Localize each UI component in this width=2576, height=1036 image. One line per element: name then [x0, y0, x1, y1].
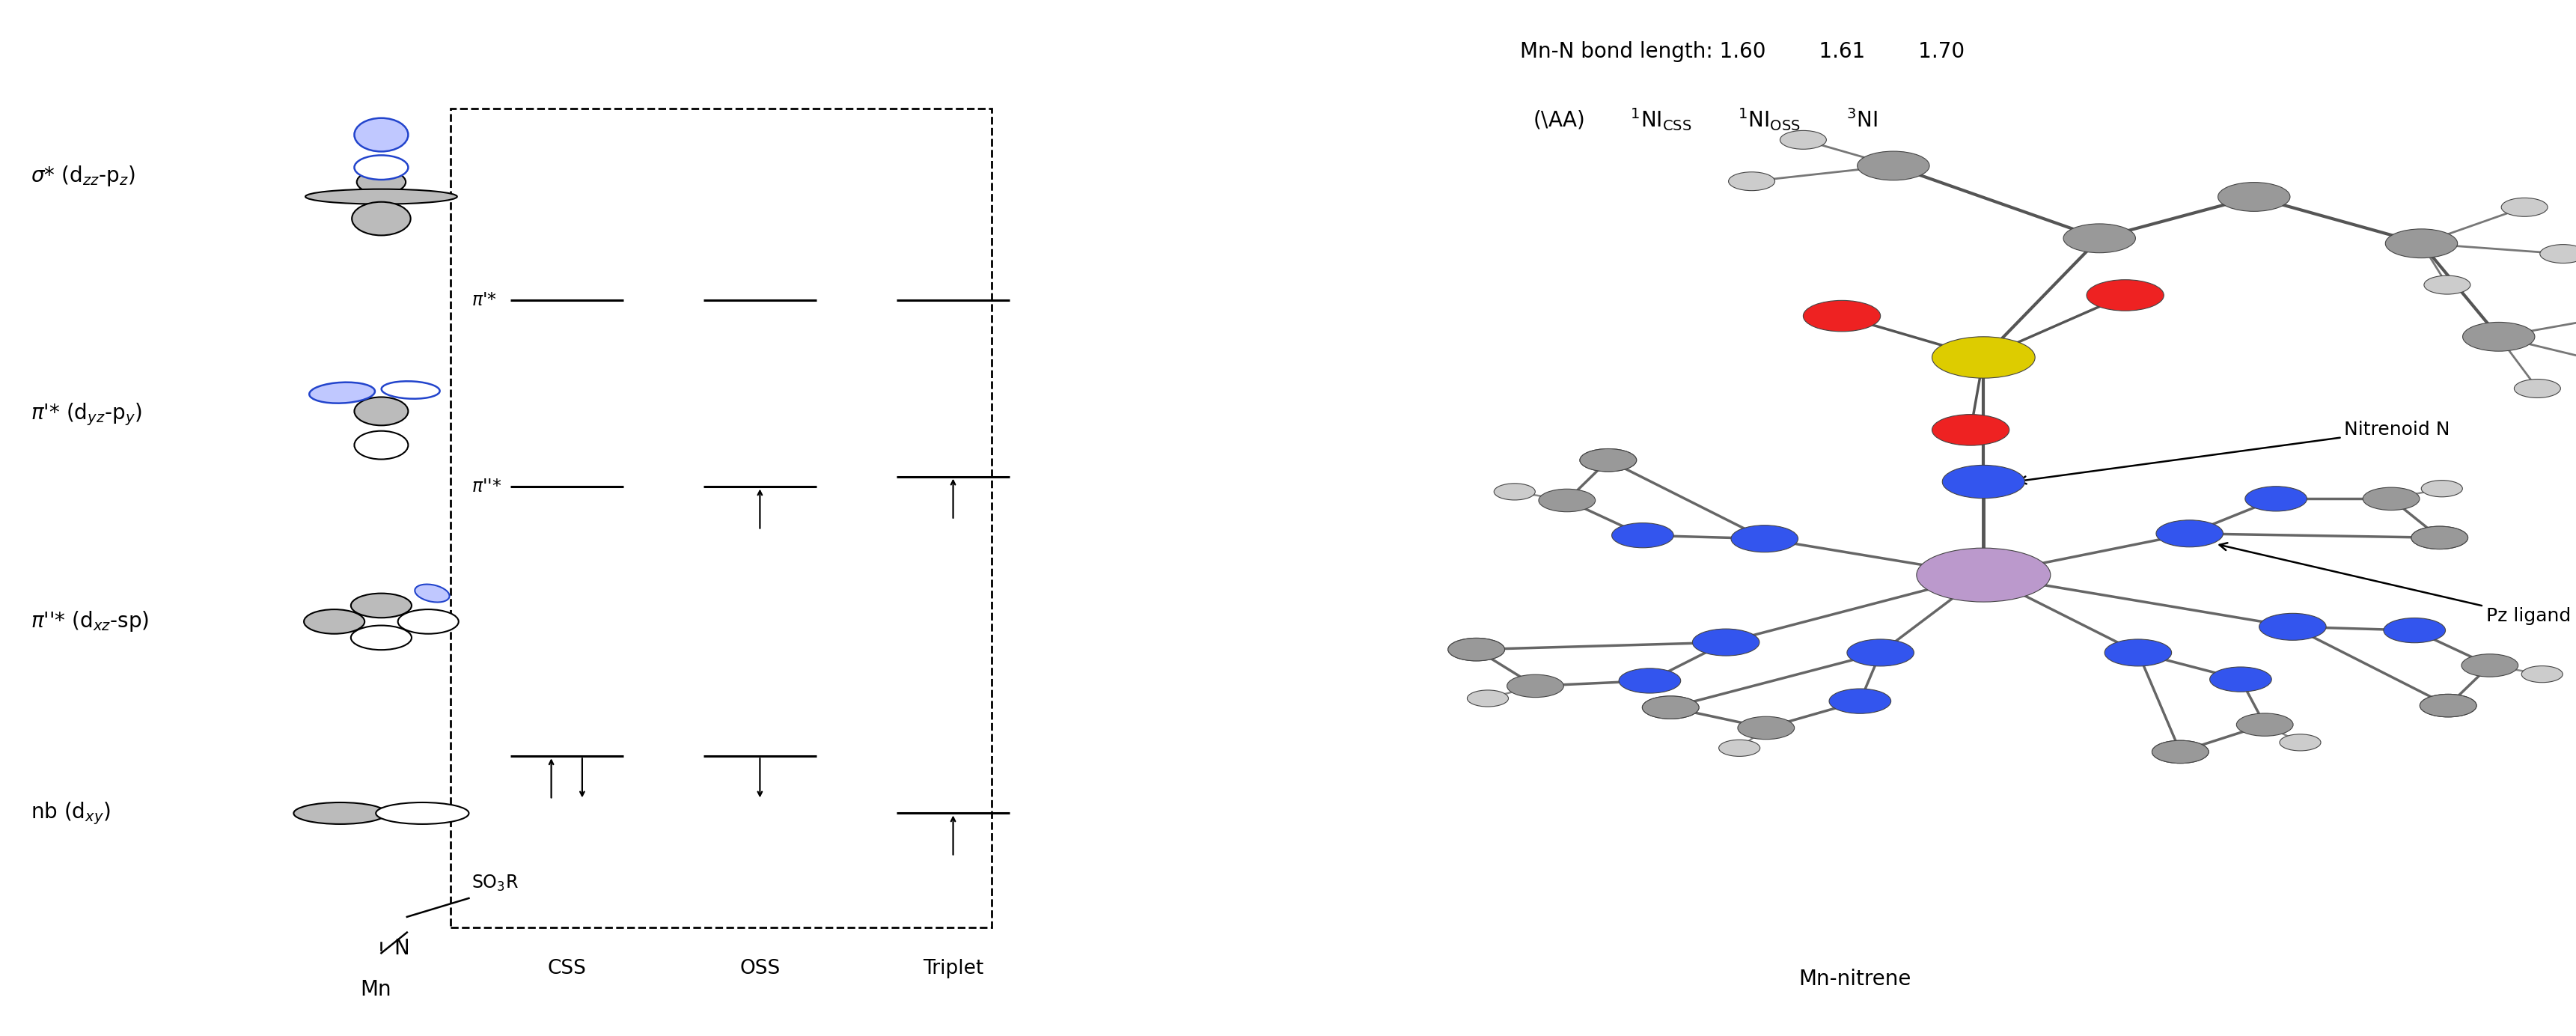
Circle shape — [2236, 713, 2293, 736]
Text: Mn-nitrene: Mn-nitrene — [1798, 969, 1911, 989]
Circle shape — [1468, 690, 1510, 707]
Circle shape — [2151, 741, 2208, 764]
Ellipse shape — [350, 594, 412, 617]
Ellipse shape — [304, 609, 366, 634]
Text: $\pi$'*: $\pi$'* — [471, 291, 497, 310]
Ellipse shape — [381, 381, 440, 399]
Circle shape — [2156, 520, 2223, 547]
Ellipse shape — [415, 584, 448, 602]
Circle shape — [1494, 484, 1535, 500]
Text: Mn-N bond length: 1.60        1.61        1.70: Mn-N bond length: 1.60 1.61 1.70 — [1520, 41, 1965, 62]
Circle shape — [2421, 481, 2463, 497]
Circle shape — [1643, 696, 1700, 719]
Circle shape — [2280, 735, 2321, 751]
Circle shape — [1857, 151, 1929, 180]
Ellipse shape — [307, 190, 456, 204]
Circle shape — [2063, 224, 2136, 253]
Circle shape — [2087, 280, 2164, 311]
Circle shape — [2259, 613, 2326, 640]
Text: Nitrenoid N: Nitrenoid N — [2020, 421, 2450, 484]
Text: SO$_3$R: SO$_3$R — [471, 873, 518, 893]
Circle shape — [2383, 617, 2445, 642]
Ellipse shape — [355, 170, 407, 194]
Circle shape — [1613, 523, 1674, 548]
Ellipse shape — [376, 803, 469, 824]
Text: N: N — [394, 938, 410, 958]
Circle shape — [2362, 487, 2419, 510]
Circle shape — [1803, 300, 1880, 332]
Ellipse shape — [355, 397, 407, 426]
Circle shape — [1932, 414, 2009, 445]
Text: Mn: Mn — [361, 979, 392, 1000]
Circle shape — [2218, 182, 2290, 211]
Text: OSS: OSS — [739, 959, 781, 978]
Text: $\sigma$* (d$_{zz}$-p$_z$): $\sigma$* (d$_{zz}$-p$_z$) — [31, 164, 137, 189]
Circle shape — [1731, 525, 1798, 552]
Circle shape — [2463, 654, 2519, 677]
Circle shape — [2501, 198, 2548, 217]
Text: $\pi$'* (d$_{yz}$-p$_y$): $\pi$'* (d$_{yz}$-p$_y$) — [31, 402, 142, 427]
Circle shape — [2419, 694, 2476, 717]
Circle shape — [2246, 486, 2308, 511]
Circle shape — [2463, 322, 2535, 351]
Circle shape — [2540, 244, 2576, 263]
Circle shape — [2411, 526, 2468, 549]
Circle shape — [2210, 667, 2272, 692]
Circle shape — [2522, 666, 2563, 683]
Circle shape — [1579, 449, 1636, 471]
Circle shape — [2424, 276, 2470, 294]
Ellipse shape — [355, 118, 407, 151]
Ellipse shape — [353, 202, 410, 235]
Ellipse shape — [294, 803, 386, 824]
Circle shape — [2411, 526, 2468, 549]
Circle shape — [1507, 674, 1564, 697]
Circle shape — [1579, 449, 1636, 471]
Ellipse shape — [355, 155, 407, 179]
Text: Triplet: Triplet — [922, 959, 984, 978]
Text: nb (d$_{xy}$): nb (d$_{xy}$) — [31, 800, 111, 827]
Circle shape — [1618, 668, 1680, 693]
Circle shape — [2105, 639, 2172, 666]
Circle shape — [1847, 639, 1914, 666]
Circle shape — [1692, 629, 1759, 656]
Ellipse shape — [355, 431, 407, 459]
Circle shape — [1538, 489, 1595, 512]
Circle shape — [1728, 172, 1775, 191]
Circle shape — [1448, 638, 1504, 661]
Circle shape — [1942, 465, 2025, 498]
Circle shape — [1643, 696, 1700, 719]
Circle shape — [2419, 694, 2476, 717]
Text: (\AA)       $^1$NI$_{\mathregular{CSS}}$       $^1$NI$_{\mathregular{OSS}}$     : (\AA) $^1$NI$_{\mathregular{CSS}}$ $^1$N… — [1533, 106, 1878, 133]
Ellipse shape — [309, 382, 376, 403]
Text: $\pi$''* (d$_{xz}$-sp): $\pi$''* (d$_{xz}$-sp) — [31, 609, 149, 634]
Circle shape — [1448, 638, 1504, 661]
Bar — [451, 109, 992, 927]
Ellipse shape — [397, 609, 459, 634]
Circle shape — [1917, 548, 2050, 602]
Circle shape — [1932, 337, 2035, 378]
Circle shape — [2514, 379, 2561, 398]
Circle shape — [1780, 131, 1826, 149]
Circle shape — [2151, 741, 2208, 764]
Ellipse shape — [350, 626, 412, 650]
Text: $\pi$''*: $\pi$''* — [471, 478, 502, 496]
Circle shape — [2385, 229, 2458, 258]
Circle shape — [1718, 740, 1759, 756]
Text: Pz ligand: Pz ligand — [2221, 543, 2571, 626]
Circle shape — [1829, 689, 1891, 714]
Text: CSS: CSS — [546, 959, 587, 978]
Circle shape — [1739, 717, 1795, 740]
